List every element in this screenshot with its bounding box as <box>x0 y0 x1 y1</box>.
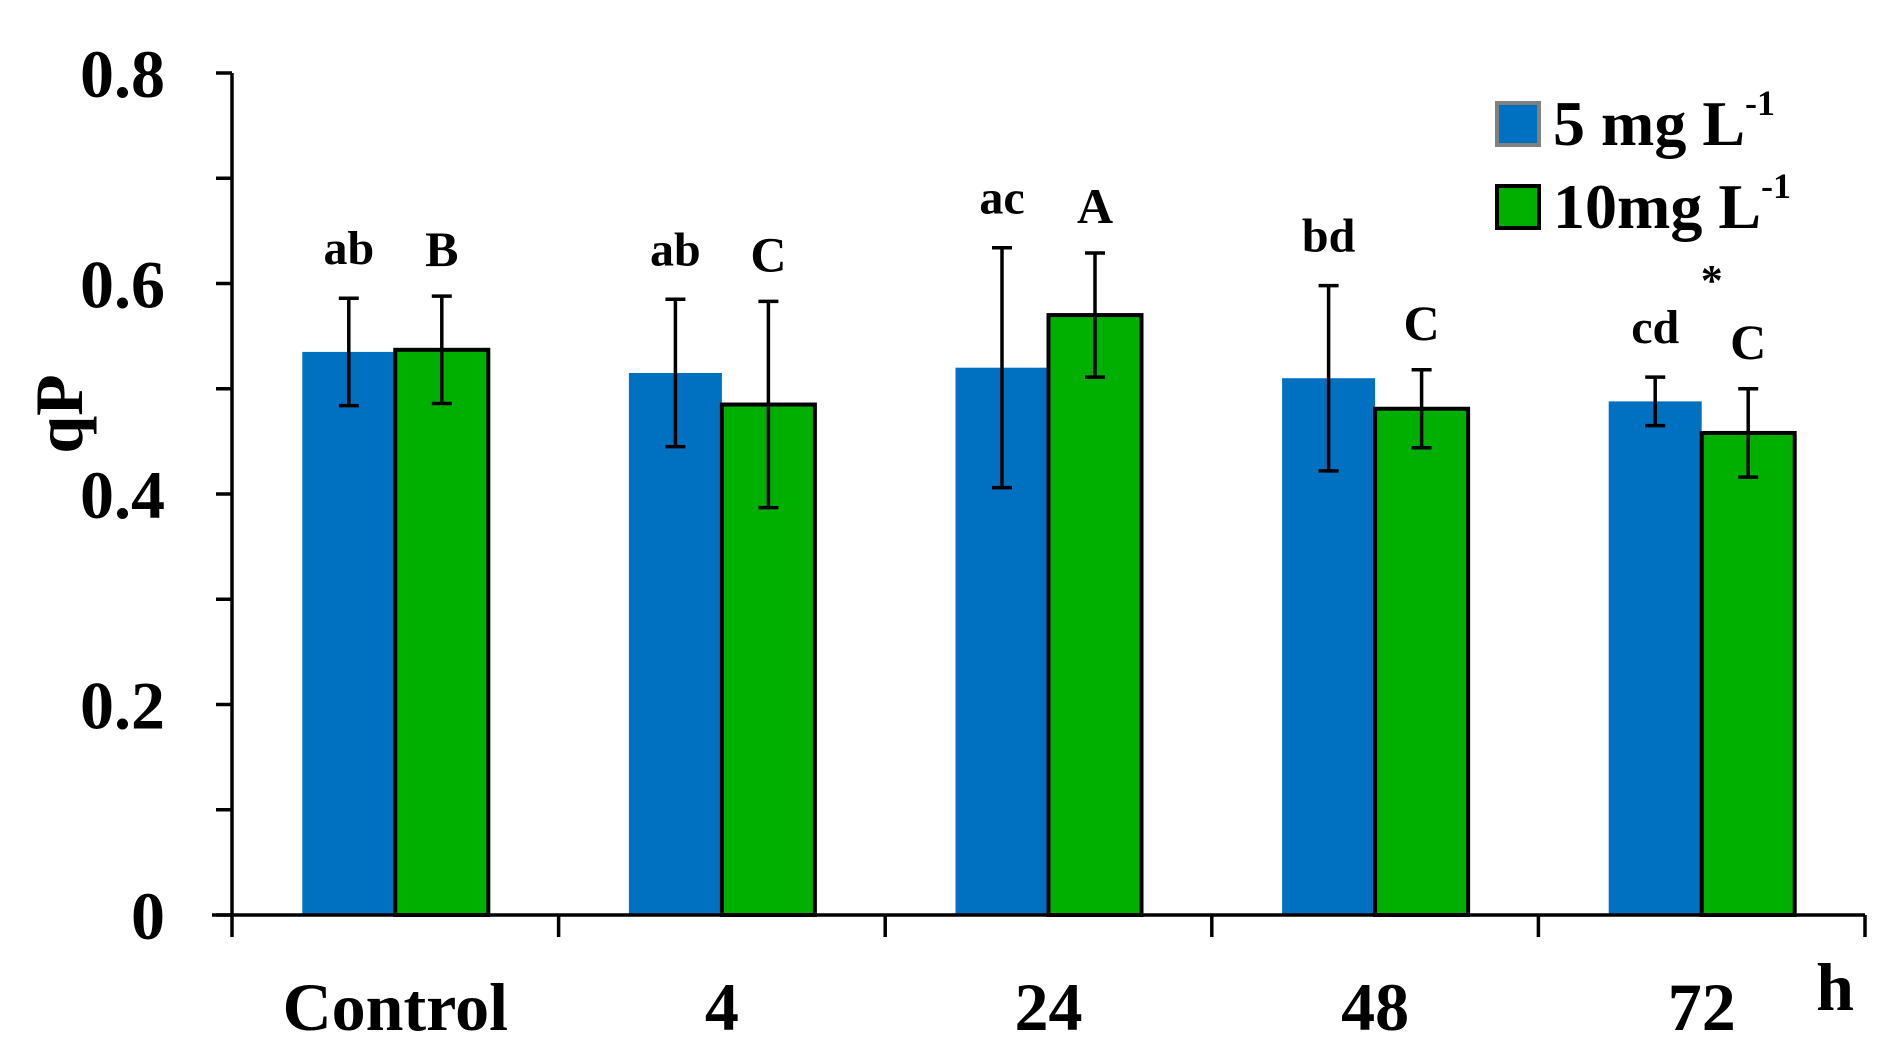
sig-label-10mg-4: C <box>750 226 786 282</box>
y-tick-label: 0.4 <box>80 457 165 533</box>
bar-5mg-control <box>302 351 396 916</box>
sig-label-10mg-24: A <box>1077 178 1113 234</box>
x-tick-label-24: 24 <box>1015 969 1083 1045</box>
sig-label-5mg-48: bd <box>1302 210 1356 263</box>
x-tick-label-72: 72 <box>1668 969 1736 1045</box>
legend-label-superscript: -1 <box>1761 166 1791 206</box>
sig-label-5mg-control: ab <box>323 222 374 275</box>
sig-label-10mg-48: C <box>1404 295 1440 351</box>
x-tick-label-4: 4 <box>705 969 739 1045</box>
legend-label-10mg: 10mg L-1 <box>1553 166 1791 242</box>
sig-label-10mg-72: C <box>1730 314 1766 370</box>
sig-label-5mg-4: ab <box>650 223 701 276</box>
y-tick-label: 0.8 <box>80 36 165 112</box>
bar-10mg-24 <box>1046 313 1144 917</box>
legend-label-superscript: -1 <box>1745 83 1775 123</box>
x-axis-title: h <box>1816 949 1854 1025</box>
sig-label-10mg-control: B <box>425 221 458 277</box>
bar-5mg-4 <box>628 372 722 915</box>
legend-swatch-10mg <box>1495 184 1541 230</box>
bar-10mg-control <box>393 347 491 917</box>
bar-10mg-72 <box>1699 430 1797 917</box>
sig-label-5mg-24: ac <box>979 172 1024 225</box>
sig-label-5mg-72: cd <box>1631 301 1679 354</box>
y-tick-label: 0.2 <box>80 668 165 744</box>
legend-label-main: 5 mg L <box>1553 88 1745 159</box>
y-tick-label: 0 <box>131 878 165 954</box>
legend-label-5mg: 5 mg L-1 <box>1553 83 1775 159</box>
legend-swatch-5mg <box>1495 101 1541 147</box>
x-tick-label-control: Control <box>283 969 508 1045</box>
y-axis-title: qP <box>21 374 97 453</box>
legend-label-main: 10mg L <box>1553 171 1761 242</box>
y-tick-label: 0.6 <box>80 247 165 323</box>
bar-5mg-72 <box>1608 401 1702 915</box>
significance-asterisk: * <box>1701 256 1723 305</box>
x-tick-label-48: 48 <box>1341 969 1409 1045</box>
bar-10mg-48 <box>1373 406 1471 917</box>
